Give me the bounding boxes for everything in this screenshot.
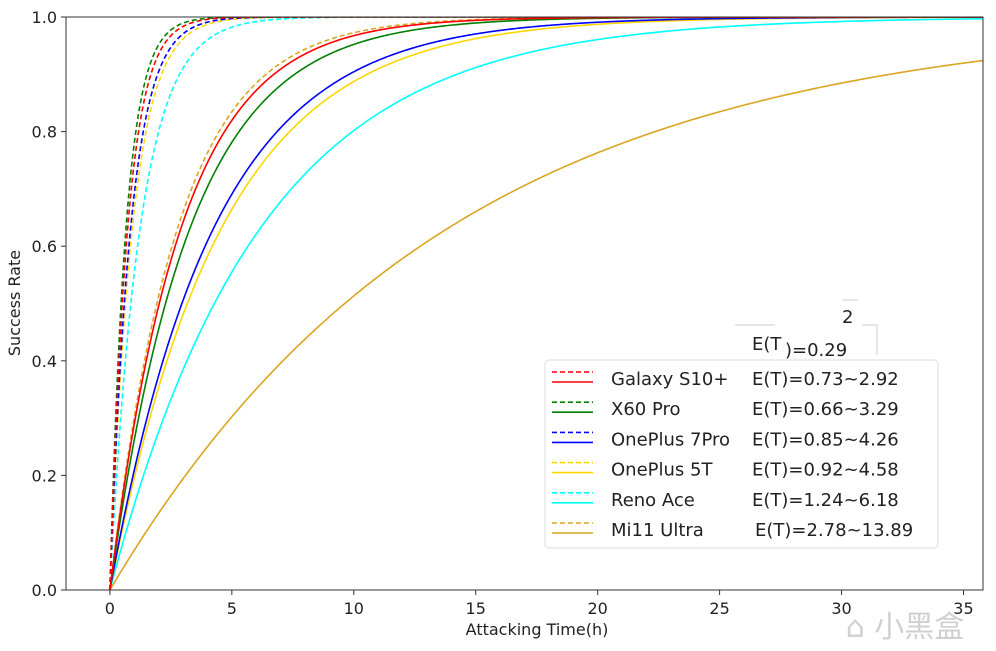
overlap-artifact: 2 E(T )=0.29 [735,299,878,361]
legend-etext: E(T)=0.73~2.92 [752,369,899,390]
curve-reno-ace-upper [109,17,983,590]
plot-frame [65,16,984,591]
x-tick-label: 35 [953,599,973,618]
y-tick-label: 0.4 [32,352,57,371]
legend-item: Reno Ace E(T)=1.24~6.18 [552,490,899,511]
curve-reno-ace-lower [109,17,983,590]
legend-item: OnePlus 7Pro E(T)=0.85~4.26 [552,429,899,450]
legend-label: OnePlus 7Pro [611,429,730,450]
legend-label: Galaxy S10+ [611,369,728,390]
curve-mi11-ultra-upper [109,59,983,590]
artifact-text-2: E(T [752,334,782,355]
x-tick-label: 10 [344,599,364,618]
y-tick-label: 0.0 [32,581,57,600]
x-axis-label: Attacking Time(h) [466,620,609,639]
artifact-text-1: 2 [842,307,853,328]
y-tick-label: 0.8 [32,123,57,142]
legend-etext: E(T)=0.85~4.26 [752,429,899,450]
legend-item: Galaxy S10+ E(T)=0.73~2.92 [552,369,899,390]
legend-etext: E(T)=2.78~13.89 [755,520,913,541]
legend-label: OnePlus 5T [611,460,713,481]
legend-item: OnePlus 5T E(T)=0.92~4.58 [552,460,899,481]
x-tick-label: 0 [105,599,115,618]
y-tick-label: 0.6 [32,237,57,256]
x-axis: 0 5 10 15 20 25 30 35 [105,590,974,618]
watermark-logo: ⌂ 小黑盒 [846,610,965,645]
legend-item: Mi11 Ultra E(T)=2.78~13.89 [552,520,913,541]
y-tick-label: 0.2 [32,466,57,485]
legend-label: X60 Pro [611,399,681,420]
legend-etext: E(T)=1.24~6.18 [752,490,899,511]
x-tick-label: 15 [466,599,486,618]
y-axis-label: Success Rate [5,250,24,356]
legend: Galaxy S10+ E(T)=0.73~2.92 X60 Pro E(T)=0.6… [544,359,939,549]
x-tick-label: 25 [709,599,729,618]
y-axis: 0.0 0.2 0.4 0.6 0.8 1.0 [32,8,66,600]
x-tick-label: 30 [831,599,851,618]
legend-label: Reno Ace [611,490,695,511]
x-tick-label: 5 [227,599,237,618]
legend-etext: E(T)=0.92~4.58 [752,460,899,481]
artifact-text-3: )=0.29 [785,340,847,361]
x-tick-label: 20 [587,599,607,618]
y-tick-label: 1.0 [32,8,57,27]
legend-item: X60 Pro E(T)=0.66~3.29 [552,399,899,420]
legend-etext: E(T)=0.66~3.29 [752,399,899,420]
legend-label: Mi11 Ultra [611,520,704,541]
